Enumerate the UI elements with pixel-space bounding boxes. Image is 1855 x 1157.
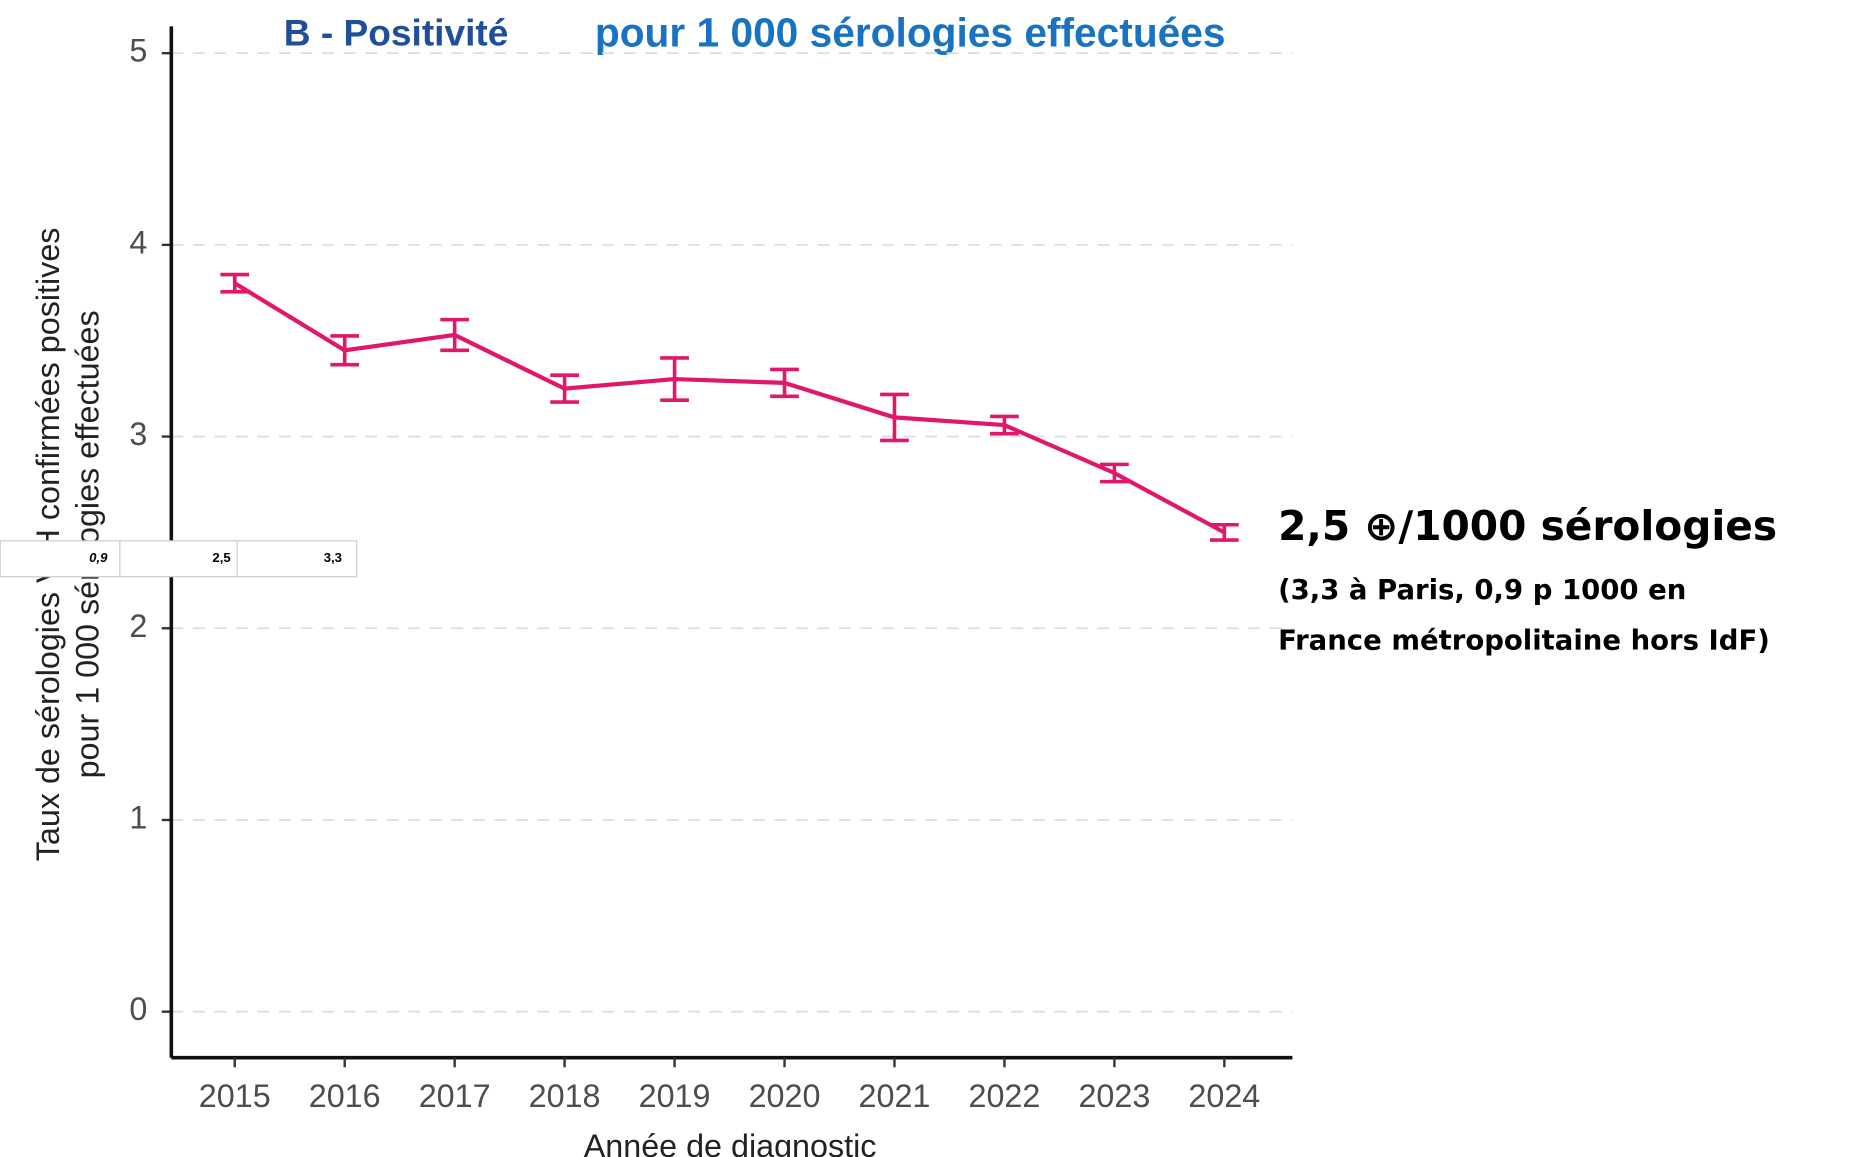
error-bar <box>880 392 909 443</box>
error-bar <box>1209 522 1239 542</box>
plot-area: 0 1 2 3 4 5 2015 2016 2017 2018 2019 2020 2021 2022 20… <box>129 26 1293 1114</box>
error-bar <box>550 373 579 404</box>
x-tick-label: 2017 <box>419 1078 491 1114</box>
inset-label: 3,3 <box>324 550 342 565</box>
x-tick-label: 2018 <box>529 1078 601 1114</box>
x-axis-label: Année de diagnostic <box>584 1128 877 1157</box>
x-tick-label: 2019 <box>639 1078 711 1114</box>
inset-label: 0,9 <box>89 550 108 565</box>
error-bar <box>990 414 1019 436</box>
error-bar <box>220 272 250 294</box>
y-tick-label: 3 <box>129 416 147 452</box>
annotation: 2,5 ⊕/1000 sérologies <box>1278 502 1777 550</box>
chart-title: B - Positivité <box>284 12 509 54</box>
error-bar <box>660 356 689 402</box>
annotation: France métropolitaine hors IdF) <box>1278 624 1770 656</box>
error-bar <box>770 367 799 399</box>
x-tick-label: 2023 <box>1078 1078 1150 1114</box>
x-tick-label: 2020 <box>749 1078 821 1114</box>
x-tick-label: 2022 <box>969 1078 1041 1114</box>
inset-box <box>0 540 358 578</box>
series-line <box>233 281 1226 535</box>
x-tick-label: 2015 <box>199 1078 271 1114</box>
chart-subtitle: pour 1 000 sérologies effectuées <box>595 10 1226 56</box>
error-bar <box>440 317 470 353</box>
error-bar <box>1100 462 1129 484</box>
y-tick-label: 2 <box>129 608 147 644</box>
x-tick-label: 2024 <box>1188 1078 1260 1114</box>
x-tick-label: 2016 <box>309 1078 381 1114</box>
y-tick-label: 5 <box>129 33 147 69</box>
error-bar <box>330 334 360 367</box>
y-tick-label: 1 <box>129 800 147 836</box>
inset-table: 0,9 2,5 3,3 <box>0 540 358 578</box>
inset-label: 2,5 <box>212 550 230 565</box>
y-tick-label: 0 <box>129 991 147 1027</box>
x-tick-label: 2021 <box>859 1078 931 1114</box>
annotation: (3,3 à Paris, 0,9 p 1000 en <box>1278 574 1686 606</box>
y-tick-label: 4 <box>129 224 147 260</box>
